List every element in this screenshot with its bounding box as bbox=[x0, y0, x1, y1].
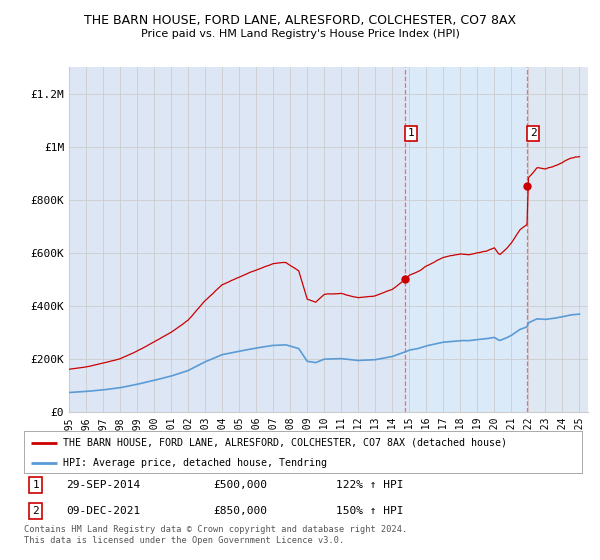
Text: 1: 1 bbox=[407, 128, 415, 138]
Bar bbox=[405, 67, 527, 412]
Text: £500,000: £500,000 bbox=[214, 480, 268, 490]
Bar bbox=[527, 67, 588, 412]
Text: 2: 2 bbox=[530, 128, 536, 138]
Text: 2: 2 bbox=[32, 506, 39, 516]
Text: THE BARN HOUSE, FORD LANE, ALRESFORD, COLCHESTER, CO7 8AX (detached house): THE BARN HOUSE, FORD LANE, ALRESFORD, CO… bbox=[63, 438, 507, 448]
Text: Price paid vs. HM Land Registry's House Price Index (HPI): Price paid vs. HM Land Registry's House … bbox=[140, 29, 460, 39]
Text: 29-SEP-2014: 29-SEP-2014 bbox=[66, 480, 140, 490]
Text: 1: 1 bbox=[32, 480, 39, 490]
Text: £850,000: £850,000 bbox=[214, 506, 268, 516]
Text: 150% ↑ HPI: 150% ↑ HPI bbox=[337, 506, 404, 516]
Text: THE BARN HOUSE, FORD LANE, ALRESFORD, COLCHESTER, CO7 8AX: THE BARN HOUSE, FORD LANE, ALRESFORD, CO… bbox=[84, 14, 516, 27]
Text: Contains HM Land Registry data © Crown copyright and database right 2024.
This d: Contains HM Land Registry data © Crown c… bbox=[24, 525, 407, 545]
Text: HPI: Average price, detached house, Tendring: HPI: Average price, detached house, Tend… bbox=[63, 458, 327, 468]
Text: 122% ↑ HPI: 122% ↑ HPI bbox=[337, 480, 404, 490]
Text: 09-DEC-2021: 09-DEC-2021 bbox=[66, 506, 140, 516]
